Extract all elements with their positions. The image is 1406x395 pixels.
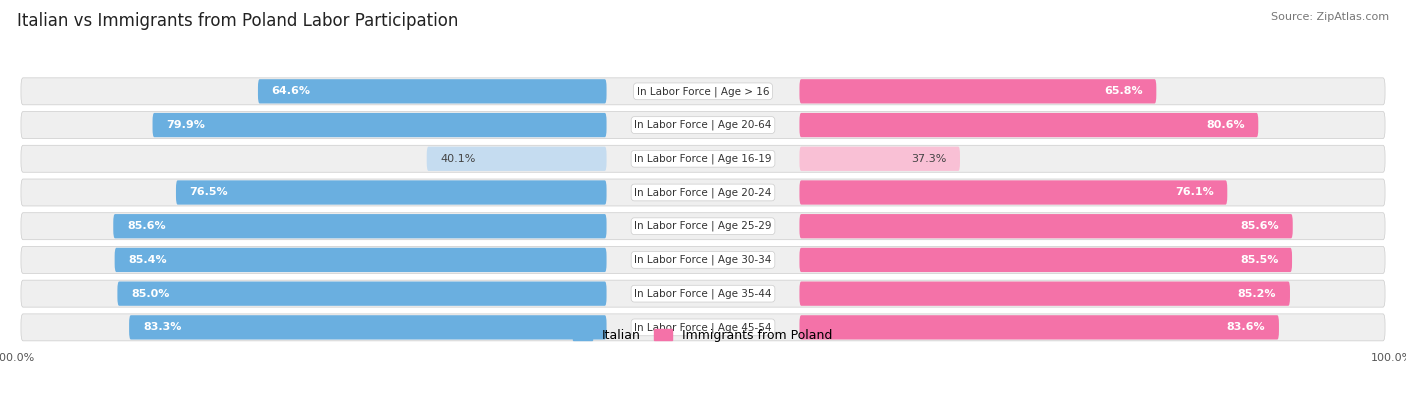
FancyBboxPatch shape [800,248,1292,272]
Legend: Italian, Immigrants from Poland: Italian, Immigrants from Poland [568,324,838,347]
Text: 64.6%: 64.6% [271,87,311,96]
FancyBboxPatch shape [152,113,606,137]
Text: 76.1%: 76.1% [1175,188,1213,198]
FancyBboxPatch shape [21,78,1385,105]
FancyBboxPatch shape [21,213,1385,240]
Text: 37.3%: 37.3% [911,154,946,164]
Text: 65.8%: 65.8% [1104,87,1143,96]
Text: In Labor Force | Age 30-34: In Labor Force | Age 30-34 [634,255,772,265]
FancyBboxPatch shape [176,181,606,205]
FancyBboxPatch shape [21,280,1385,307]
FancyBboxPatch shape [427,147,606,171]
Text: 83.3%: 83.3% [143,322,181,332]
Text: In Labor Force | Age 35-44: In Labor Force | Age 35-44 [634,288,772,299]
FancyBboxPatch shape [21,179,1385,206]
Text: 85.6%: 85.6% [1240,221,1279,231]
Text: 85.2%: 85.2% [1237,289,1277,299]
Text: In Labor Force | Age 20-64: In Labor Force | Age 20-64 [634,120,772,130]
FancyBboxPatch shape [800,79,1156,103]
FancyBboxPatch shape [21,145,1385,172]
Text: Italian vs Immigrants from Poland Labor Participation: Italian vs Immigrants from Poland Labor … [17,12,458,30]
FancyBboxPatch shape [21,246,1385,273]
FancyBboxPatch shape [800,282,1289,306]
FancyBboxPatch shape [800,181,1227,205]
Text: In Labor Force | Age 25-29: In Labor Force | Age 25-29 [634,221,772,231]
Text: 83.6%: 83.6% [1226,322,1265,332]
Text: 40.1%: 40.1% [440,154,475,164]
FancyBboxPatch shape [800,214,1292,238]
Text: 85.0%: 85.0% [131,289,170,299]
Text: 79.9%: 79.9% [166,120,205,130]
FancyBboxPatch shape [257,79,606,103]
Text: In Labor Force | Age 20-24: In Labor Force | Age 20-24 [634,187,772,198]
Text: 85.6%: 85.6% [127,221,166,231]
Text: 85.5%: 85.5% [1240,255,1278,265]
FancyBboxPatch shape [800,113,1258,137]
FancyBboxPatch shape [118,282,606,306]
FancyBboxPatch shape [21,314,1385,341]
FancyBboxPatch shape [800,147,960,171]
Text: In Labor Force | Age 45-54: In Labor Force | Age 45-54 [634,322,772,333]
FancyBboxPatch shape [21,111,1385,139]
Text: 80.6%: 80.6% [1206,120,1244,130]
Text: 76.5%: 76.5% [190,188,228,198]
FancyBboxPatch shape [115,248,606,272]
Text: Source: ZipAtlas.com: Source: ZipAtlas.com [1271,12,1389,22]
FancyBboxPatch shape [114,214,606,238]
Text: In Labor Force | Age 16-19: In Labor Force | Age 16-19 [634,154,772,164]
Text: In Labor Force | Age > 16: In Labor Force | Age > 16 [637,86,769,97]
FancyBboxPatch shape [800,315,1279,340]
Text: 85.4%: 85.4% [128,255,167,265]
FancyBboxPatch shape [129,315,606,340]
